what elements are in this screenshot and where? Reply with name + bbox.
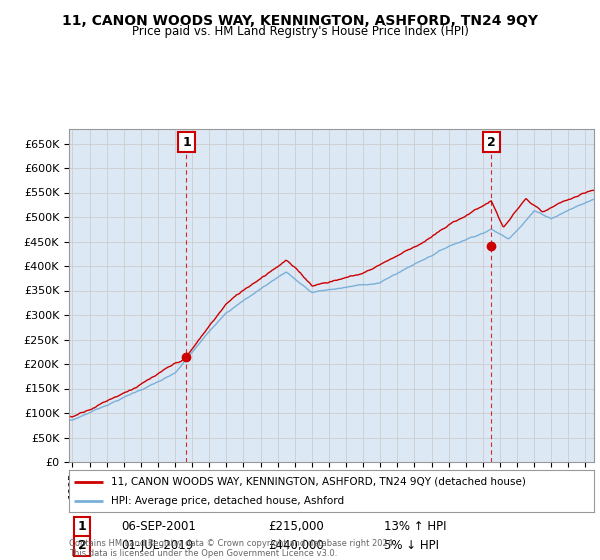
Text: Price paid vs. HM Land Registry's House Price Index (HPI): Price paid vs. HM Land Registry's House … (131, 25, 469, 38)
Text: Contains HM Land Registry data © Crown copyright and database right 2024.
This d: Contains HM Land Registry data © Crown c… (69, 539, 395, 558)
Text: 01-JUL-2019: 01-JUL-2019 (121, 539, 194, 552)
Text: 1: 1 (78, 520, 86, 533)
Text: HPI: Average price, detached house, Ashford: HPI: Average price, detached house, Ashf… (111, 496, 344, 506)
Text: 2: 2 (487, 136, 496, 148)
Text: £215,000: £215,000 (269, 520, 324, 533)
Text: 11, CANON WOODS WAY, KENNINGTON, ASHFORD, TN24 9QY (detached house): 11, CANON WOODS WAY, KENNINGTON, ASHFORD… (111, 477, 526, 487)
Text: 06-SEP-2001: 06-SEP-2001 (121, 520, 196, 533)
Text: 2: 2 (78, 539, 86, 552)
Text: 1: 1 (182, 136, 191, 148)
Text: 13% ↑ HPI: 13% ↑ HPI (384, 520, 446, 533)
Text: £440,000: £440,000 (269, 539, 324, 552)
Text: 11, CANON WOODS WAY, KENNINGTON, ASHFORD, TN24 9QY: 11, CANON WOODS WAY, KENNINGTON, ASHFORD… (62, 14, 538, 28)
Text: 5% ↓ HPI: 5% ↓ HPI (384, 539, 439, 552)
